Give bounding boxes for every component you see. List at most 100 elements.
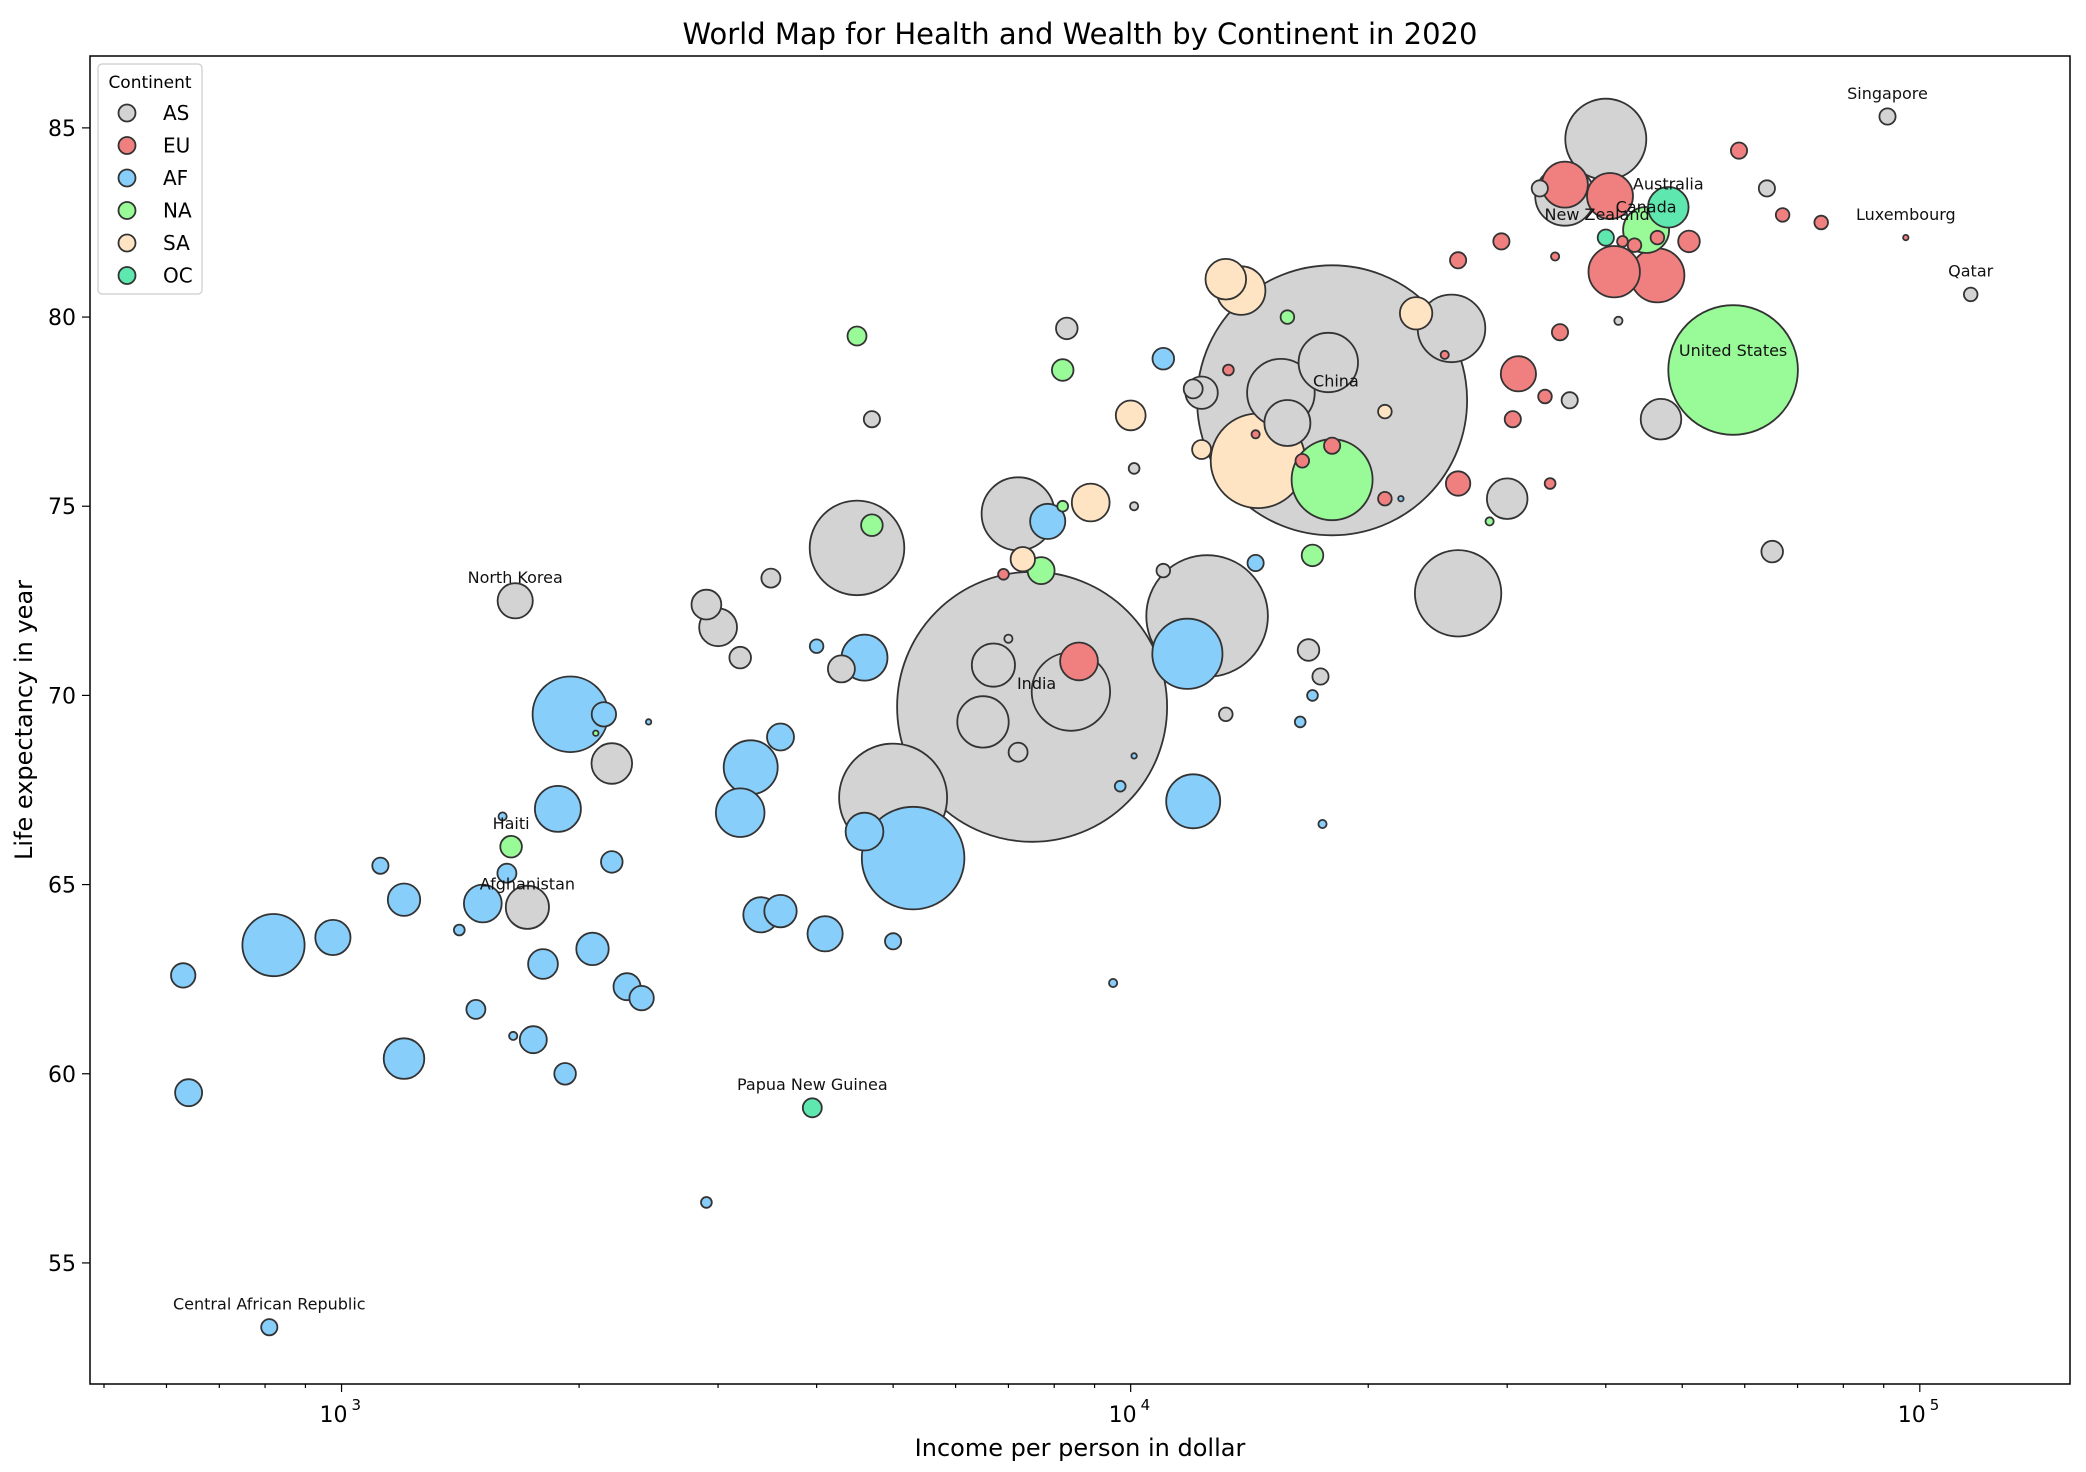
x-tick-exponent: 5	[1930, 1396, 1940, 1414]
data-point-as-34	[1560, 391, 1579, 410]
data-point-af-108	[1246, 554, 1265, 573]
data-point-as-5	[808, 499, 906, 597]
data-point-sa-142	[1009, 546, 1036, 573]
data-point-eu-58	[1503, 410, 1522, 429]
data-point-as-30	[760, 567, 782, 589]
data-point-af-98	[518, 1025, 548, 1055]
legend-marker-oc	[117, 266, 137, 285]
data-point-as-12	[1297, 331, 1359, 394]
data-point-af-106	[496, 862, 518, 884]
x-axis-label: Income per person in dollar	[915, 1434, 1246, 1462]
data-point-af-120	[1108, 978, 1119, 989]
data-point-oc-146	[1596, 228, 1615, 247]
data-point-eu-49	[1586, 172, 1634, 220]
data-point-af-100	[590, 701, 618, 728]
data-point-af-78	[1151, 617, 1224, 690]
data-point-na-134	[1484, 516, 1495, 527]
data-point-as-28	[1296, 638, 1321, 662]
data-point-af-79	[1165, 773, 1222, 830]
data-point-na-135	[592, 729, 600, 737]
data-point-eu-65	[1377, 491, 1393, 507]
data-point-oc-147	[801, 1097, 823, 1119]
legend-marker-af	[117, 168, 137, 188]
data-point-as-15	[956, 695, 1010, 749]
x-tick-exponent: 3	[352, 1396, 362, 1414]
data-point-sa-144	[1377, 403, 1393, 420]
data-point-as-26	[1055, 316, 1079, 341]
data-point-eu-70	[1902, 234, 1910, 242]
y-tick-label: 65	[48, 874, 76, 899]
data-point-as-23	[690, 588, 723, 621]
data-point-eu-63	[1813, 214, 1829, 231]
data-point-sa-139	[1070, 482, 1111, 523]
data-point-as-16	[1263, 399, 1312, 447]
x-tick-exponent: 4	[1141, 1396, 1151, 1414]
legend-marker-sa	[117, 233, 137, 253]
data-point-eu-61	[1649, 229, 1666, 246]
data-point-af-81	[715, 787, 766, 838]
annotation-china: China	[1313, 371, 1359, 390]
data-point-eu-57	[1551, 323, 1570, 342]
data-point-na-129	[860, 513, 884, 537]
annotation-afghanistan: Afghanistan	[480, 875, 575, 894]
data-point-af-112	[452, 923, 466, 937]
data-point-as-39	[1155, 562, 1172, 579]
data-point-af-104	[1151, 347, 1176, 371]
data-point-af-75	[860, 805, 966, 911]
data-point-af-91	[1029, 502, 1067, 540]
data-point-na-128	[1050, 358, 1075, 382]
data-point-eu-62	[1774, 207, 1791, 223]
x-tick-label: 10	[320, 1403, 348, 1428]
data-point-sa-141	[1114, 399, 1147, 432]
data-point-af-119	[1317, 819, 1328, 830]
annotation-singapore: Singapore	[1847, 84, 1928, 103]
data-point-eu-54	[1730, 141, 1749, 160]
data-point-as-44	[1003, 633, 1014, 644]
data-point-af-88	[806, 915, 844, 953]
annotation-united-states: United States	[1679, 341, 1787, 360]
data-point-as-40	[1218, 706, 1234, 723]
data-point-af-102	[553, 1062, 577, 1086]
data-point-eu-60	[1294, 453, 1311, 469]
data-point-as-45	[1129, 501, 1140, 512]
chart-title: World Map for Health and Wealth by Conti…	[683, 17, 1478, 51]
data-point-af-103	[600, 850, 624, 874]
data-point-af-116	[700, 1196, 713, 1209]
data-point-na-131	[499, 835, 523, 859]
y-axis-label: Life expectancy in year	[10, 580, 38, 860]
data-point-as-19	[504, 884, 550, 930]
data-point-af-95	[174, 1078, 204, 1108]
data-point-af-117	[497, 811, 508, 822]
data-point-eu-59	[1323, 436, 1342, 455]
data-point-af-109	[884, 932, 903, 951]
data-point-eu-66	[1626, 237, 1643, 253]
legend-label-eu: EU	[163, 134, 190, 158]
data-point-af-85	[382, 1037, 426, 1080]
data-point-af-113	[1293, 715, 1307, 729]
data-point-af-121	[1130, 752, 1138, 760]
legend: Continent AS EU AF NA SA OC	[97, 63, 203, 295]
legend-title: Continent	[108, 73, 191, 93]
data-point-as-32	[1182, 378, 1204, 400]
y-tick-label: 75	[48, 495, 76, 520]
annotation-haiti: Haiti	[493, 814, 530, 833]
legend-marker-eu	[117, 136, 137, 155]
data-point-af-94	[527, 948, 559, 980]
data-point-na-2	[1667, 304, 1799, 436]
data-point-eu-73	[1550, 251, 1561, 262]
data-point-af-86	[462, 883, 503, 924]
data-point-eu-52	[1445, 470, 1472, 497]
data-point-as-42	[1530, 179, 1549, 198]
data-point-af-118	[508, 1030, 519, 1041]
y-tick-label: 70	[48, 684, 76, 709]
data-point-eu-72	[1250, 429, 1261, 440]
data-point-as-37	[1962, 286, 1979, 303]
plot-frame	[89, 55, 2071, 1385]
data-point-af-92	[575, 931, 610, 967]
annotations-layer: India China United States Singapore Qatar Lux…	[173, 84, 1994, 1314]
data-point-eu-56	[1449, 251, 1468, 270]
data-point-as-36	[1878, 107, 1897, 126]
data-point-af-87	[314, 919, 352, 957]
data-point-as-29	[1760, 539, 1784, 564]
